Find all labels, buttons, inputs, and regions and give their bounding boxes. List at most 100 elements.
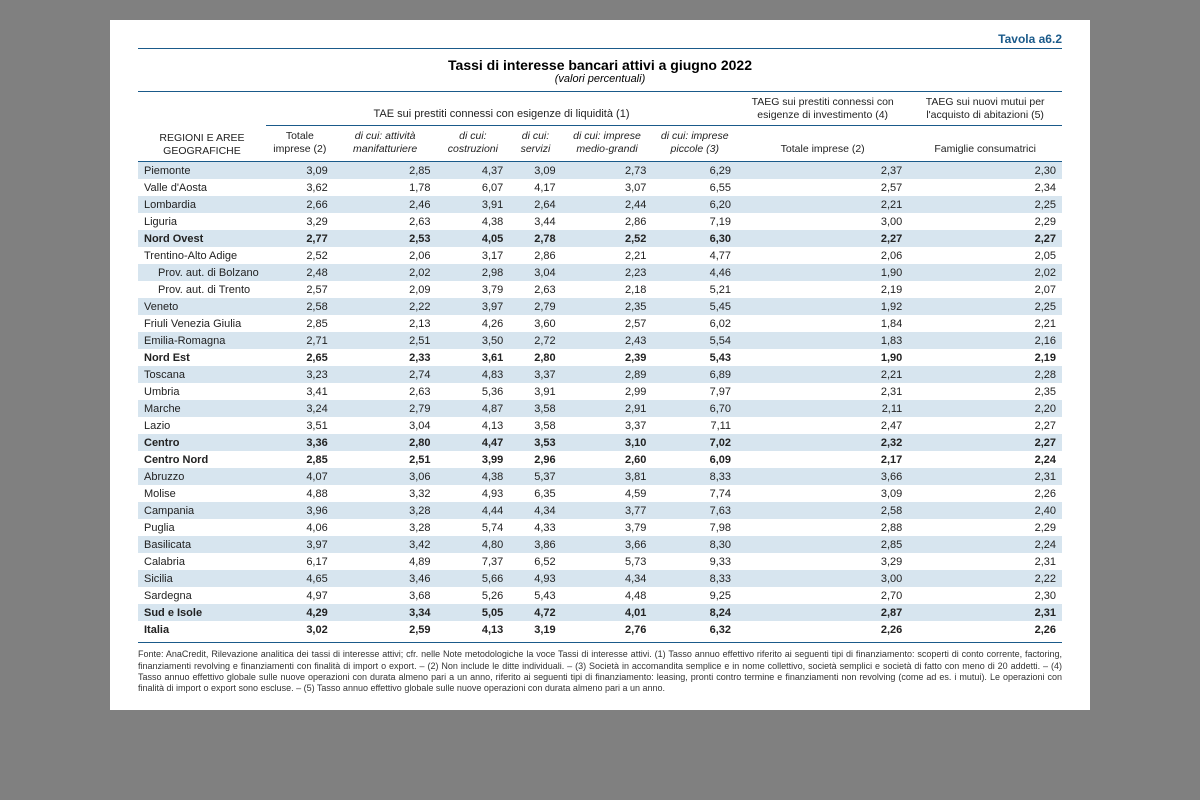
value-cell: 4,17 [509, 179, 561, 196]
value-cell: 2,21 [562, 247, 653, 264]
value-cell: 3,23 [266, 366, 334, 383]
value-cell: 3,91 [509, 383, 561, 400]
value-cell: 2,31 [908, 553, 1062, 570]
region-cell: Veneto [138, 298, 266, 315]
value-cell: 2,79 [509, 298, 561, 315]
value-cell: 6,32 [652, 621, 737, 638]
value-cell: 3,50 [437, 332, 510, 349]
value-cell: 2,06 [334, 247, 437, 264]
value-cell: 2,51 [334, 451, 437, 468]
header-region-label: REGIONI E AREE GEOGRAFICHE [138, 92, 266, 162]
table-id: Tavola a6.2 [138, 32, 1062, 46]
value-cell: 5,54 [652, 332, 737, 349]
value-cell: 3,19 [509, 621, 561, 638]
value-cell: 3,06 [334, 468, 437, 485]
value-cell: 1,90 [737, 264, 908, 281]
table-row: Calabria6,174,897,376,525,739,333,292,31 [138, 553, 1062, 570]
value-cell: 2,32 [737, 434, 908, 451]
table-subtitle: (valori percentuali) [138, 73, 1062, 85]
value-cell: 4,29 [266, 604, 334, 621]
table-row: Umbria3,412,635,363,912,997,972,312,35 [138, 383, 1062, 400]
value-cell: 7,74 [652, 485, 737, 502]
value-cell: 2,85 [334, 162, 437, 180]
value-cell: 4,80 [437, 536, 510, 553]
value-cell: 4,38 [437, 468, 510, 485]
value-cell: 2,65 [266, 349, 334, 366]
value-cell: 3,44 [509, 213, 561, 230]
value-cell: 4,83 [437, 366, 510, 383]
value-cell: 3,42 [334, 536, 437, 553]
value-cell: 2,44 [562, 196, 653, 213]
value-cell: 2,20 [908, 400, 1062, 417]
value-cell: 2,30 [908, 587, 1062, 604]
value-cell: 2,37 [737, 162, 908, 180]
value-cell: 4,33 [509, 519, 561, 536]
value-cell: 2,16 [908, 332, 1062, 349]
value-cell: 7,37 [437, 553, 510, 570]
subhead-0: Totale imprese (2) [266, 126, 334, 162]
value-cell: 7,19 [652, 213, 737, 230]
value-cell: 2,02 [334, 264, 437, 281]
value-cell: 2,80 [334, 434, 437, 451]
value-cell: 2,26 [737, 621, 908, 638]
value-cell: 2,33 [334, 349, 437, 366]
value-cell: 4,48 [562, 587, 653, 604]
value-cell: 9,25 [652, 587, 737, 604]
value-cell: 5,74 [437, 519, 510, 536]
value-cell: 3,91 [437, 196, 510, 213]
table-row: Lazio3,513,044,133,583,377,112,472,27 [138, 417, 1062, 434]
value-cell: 2,85 [266, 315, 334, 332]
region-cell: Piemonte [138, 162, 266, 180]
value-cell: 2,47 [737, 417, 908, 434]
value-cell: 6,02 [652, 315, 737, 332]
value-cell: 5,43 [652, 349, 737, 366]
value-cell: 3,51 [266, 417, 334, 434]
value-cell: 4,06 [266, 519, 334, 536]
value-cell: 4,05 [437, 230, 510, 247]
region-cell: Centro Nord [138, 451, 266, 468]
value-cell: 2,29 [908, 519, 1062, 536]
subhead-6: Totale imprese (2) [737, 126, 908, 162]
value-cell: 3,79 [562, 519, 653, 536]
value-cell: 6,55 [652, 179, 737, 196]
value-cell: 2,78 [509, 230, 561, 247]
header-group-investment: TAEG sui prestiti connessi con esigenze … [737, 92, 908, 126]
value-cell: 5,66 [437, 570, 510, 587]
value-cell: 3,00 [737, 213, 908, 230]
value-cell: 5,21 [652, 281, 737, 298]
value-cell: 4,34 [562, 570, 653, 587]
value-cell: 2,27 [908, 417, 1062, 434]
region-cell: Sardegna [138, 587, 266, 604]
value-cell: 6,35 [509, 485, 561, 502]
value-cell: 6,70 [652, 400, 737, 417]
value-cell: 5,73 [562, 553, 653, 570]
value-cell: 2,46 [334, 196, 437, 213]
value-cell: 2,39 [562, 349, 653, 366]
region-cell: Lazio [138, 417, 266, 434]
value-cell: 2,72 [509, 332, 561, 349]
table-row: Nord Ovest2,772,534,052,782,526,302,272,… [138, 230, 1062, 247]
value-cell: 2,13 [334, 315, 437, 332]
value-cell: 2,24 [908, 451, 1062, 468]
value-cell: 2,09 [334, 281, 437, 298]
value-cell: 2,80 [509, 349, 561, 366]
value-cell: 3,37 [509, 366, 561, 383]
value-cell: 2,35 [562, 298, 653, 315]
value-cell: 3,79 [437, 281, 510, 298]
value-cell: 3,32 [334, 485, 437, 502]
value-cell: 2,79 [334, 400, 437, 417]
region-cell: Valle d'Aosta [138, 179, 266, 196]
value-cell: 2,02 [908, 264, 1062, 281]
value-cell: 2,48 [266, 264, 334, 281]
value-cell: 3,77 [562, 502, 653, 519]
value-cell: 2,85 [737, 536, 908, 553]
value-cell: 4,88 [266, 485, 334, 502]
region-cell: Nord Ovest [138, 230, 266, 247]
table-row: Marche3,242,794,873,582,916,702,112,20 [138, 400, 1062, 417]
table-body: Piemonte3,092,854,373,092,736,292,372,30… [138, 162, 1062, 639]
value-cell: 2,22 [334, 298, 437, 315]
region-cell: Campania [138, 502, 266, 519]
value-cell: 4,26 [437, 315, 510, 332]
value-cell: 6,17 [266, 553, 334, 570]
value-cell: 3,61 [437, 349, 510, 366]
